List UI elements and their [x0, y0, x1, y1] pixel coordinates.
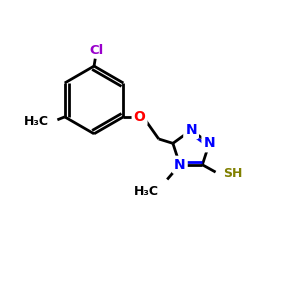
Text: SH: SH	[223, 167, 242, 180]
Text: N: N	[203, 136, 215, 150]
Text: H₃C: H₃C	[23, 115, 49, 128]
Text: H₃C: H₃C	[134, 185, 159, 198]
Text: N: N	[174, 158, 186, 172]
Text: N: N	[185, 123, 197, 137]
Text: O: O	[134, 110, 146, 124]
Text: Cl: Cl	[89, 44, 103, 57]
